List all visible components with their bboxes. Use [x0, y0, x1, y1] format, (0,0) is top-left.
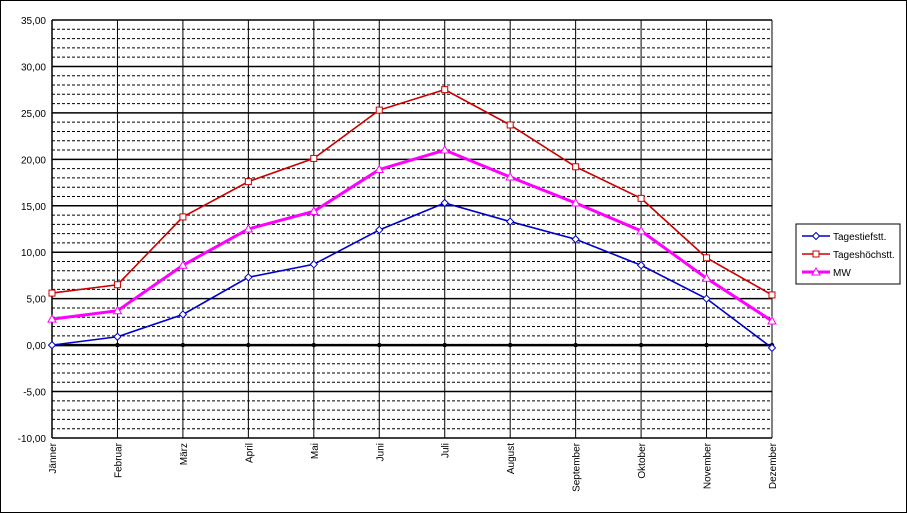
y-tick-label: 5,00: [27, 295, 47, 306]
x-tick-label: Juli: [441, 443, 452, 458]
y-tick-label: 20,00: [21, 155, 46, 166]
series-lines: [47, 86, 777, 353]
legend: Tagestiefstt. Tageshöchstt. MW: [795, 223, 901, 285]
data-point: [243, 223, 254, 233]
y-tick-label: 10,00: [21, 248, 46, 259]
data-point: [244, 273, 253, 282]
series-line: [51, 148, 773, 323]
x-axis-tick-mark: [115, 342, 120, 348]
legend-marker: [811, 266, 821, 276]
legend-label: Tagestiefstt.: [833, 232, 886, 243]
x-tick-label: November: [703, 442, 714, 489]
data-point: [47, 314, 57, 323]
series-line: [51, 88, 773, 296]
x-tick-label: Dezember: [768, 442, 779, 489]
y-tick-label: 25,00: [21, 109, 46, 120]
data-point: [571, 235, 580, 244]
data-point: [179, 213, 187, 221]
x-axis-tick-mark: [246, 342, 251, 348]
series-3: [47, 145, 777, 325]
x-tick-label: August: [506, 443, 517, 474]
data-point: [505, 171, 516, 181]
data-point: [178, 260, 188, 269]
x-tick-label: Mai: [310, 443, 321, 459]
data-point: [113, 332, 122, 341]
y-axis-tick-labels: 35,00 30,00 25,00 20,00 15,00 10,00 5,00 0,00 -5…: [18, 16, 47, 445]
data-point: [310, 154, 318, 162]
data-point: [636, 225, 646, 235]
series-1: [47, 198, 777, 353]
data-point: [636, 261, 646, 270]
series-line: [51, 202, 773, 349]
data-point: [48, 289, 56, 297]
series-2: [48, 86, 776, 299]
data-point: [112, 305, 123, 315]
x-tick-label: Februar: [113, 442, 124, 478]
legend-marker: [812, 250, 820, 258]
data-point: [374, 164, 385, 174]
legend-label: Tageshöchstt.: [833, 250, 895, 261]
x-axis-tick-mark: [377, 342, 382, 348]
data-point: [440, 198, 449, 208]
x-tick-label: April: [244, 443, 255, 463]
x-tick-label: Oktober: [637, 442, 648, 478]
grid: [49, 19, 775, 439]
data-point: [309, 260, 319, 269]
x-axis-tick-labels: Jänner Februar März April Mai Juni Juli August S…: [48, 442, 779, 492]
data-point: [702, 294, 711, 303]
data-point: [505, 217, 515, 226]
y-tick-label: 35,00: [21, 16, 46, 27]
data-point: [441, 86, 449, 94]
x-tick-label: März: [179, 443, 190, 465]
x-axis-tick-mark: [573, 342, 578, 348]
data-point: [244, 178, 252, 186]
x-axis-tick-mark: [311, 342, 317, 348]
data-point: [570, 197, 581, 207]
data-point: [375, 225, 384, 235]
data-point: [506, 121, 514, 129]
data-point: [308, 206, 319, 215]
x-axis-tick-mark: [180, 342, 186, 348]
x-tick-label: September: [572, 442, 583, 492]
data-point: [767, 315, 777, 325]
y-tick-label: 15,00: [21, 202, 46, 213]
x-axis-tick-mark: [704, 342, 709, 348]
x-axis-tick-mark: [442, 342, 447, 348]
data-point: [375, 106, 383, 114]
legend-label: MW: [833, 268, 851, 279]
data-point: [113, 281, 121, 289]
data-point: [637, 194, 645, 202]
data-point: [767, 343, 777, 353]
y-tick-label: 30,00: [21, 62, 46, 73]
data-point: [701, 273, 712, 282]
x-tick-label: Juni: [375, 443, 386, 461]
data-point: [572, 163, 580, 171]
y-tick-label: -5,00: [23, 388, 46, 399]
y-tick-label: -10,00: [18, 434, 47, 445]
x-axis-tick-mark: [507, 342, 513, 348]
data-point: [178, 310, 188, 319]
data-point: [703, 254, 711, 262]
legend-marker: [811, 231, 821, 241]
data-point: [439, 145, 450, 154]
x-axis-tick-mark: [638, 342, 644, 348]
data-point: [768, 291, 776, 299]
data-point: [47, 340, 57, 350]
y-tick-label: 0,00: [27, 341, 47, 352]
x-tick-label: Jänner: [48, 442, 59, 473]
